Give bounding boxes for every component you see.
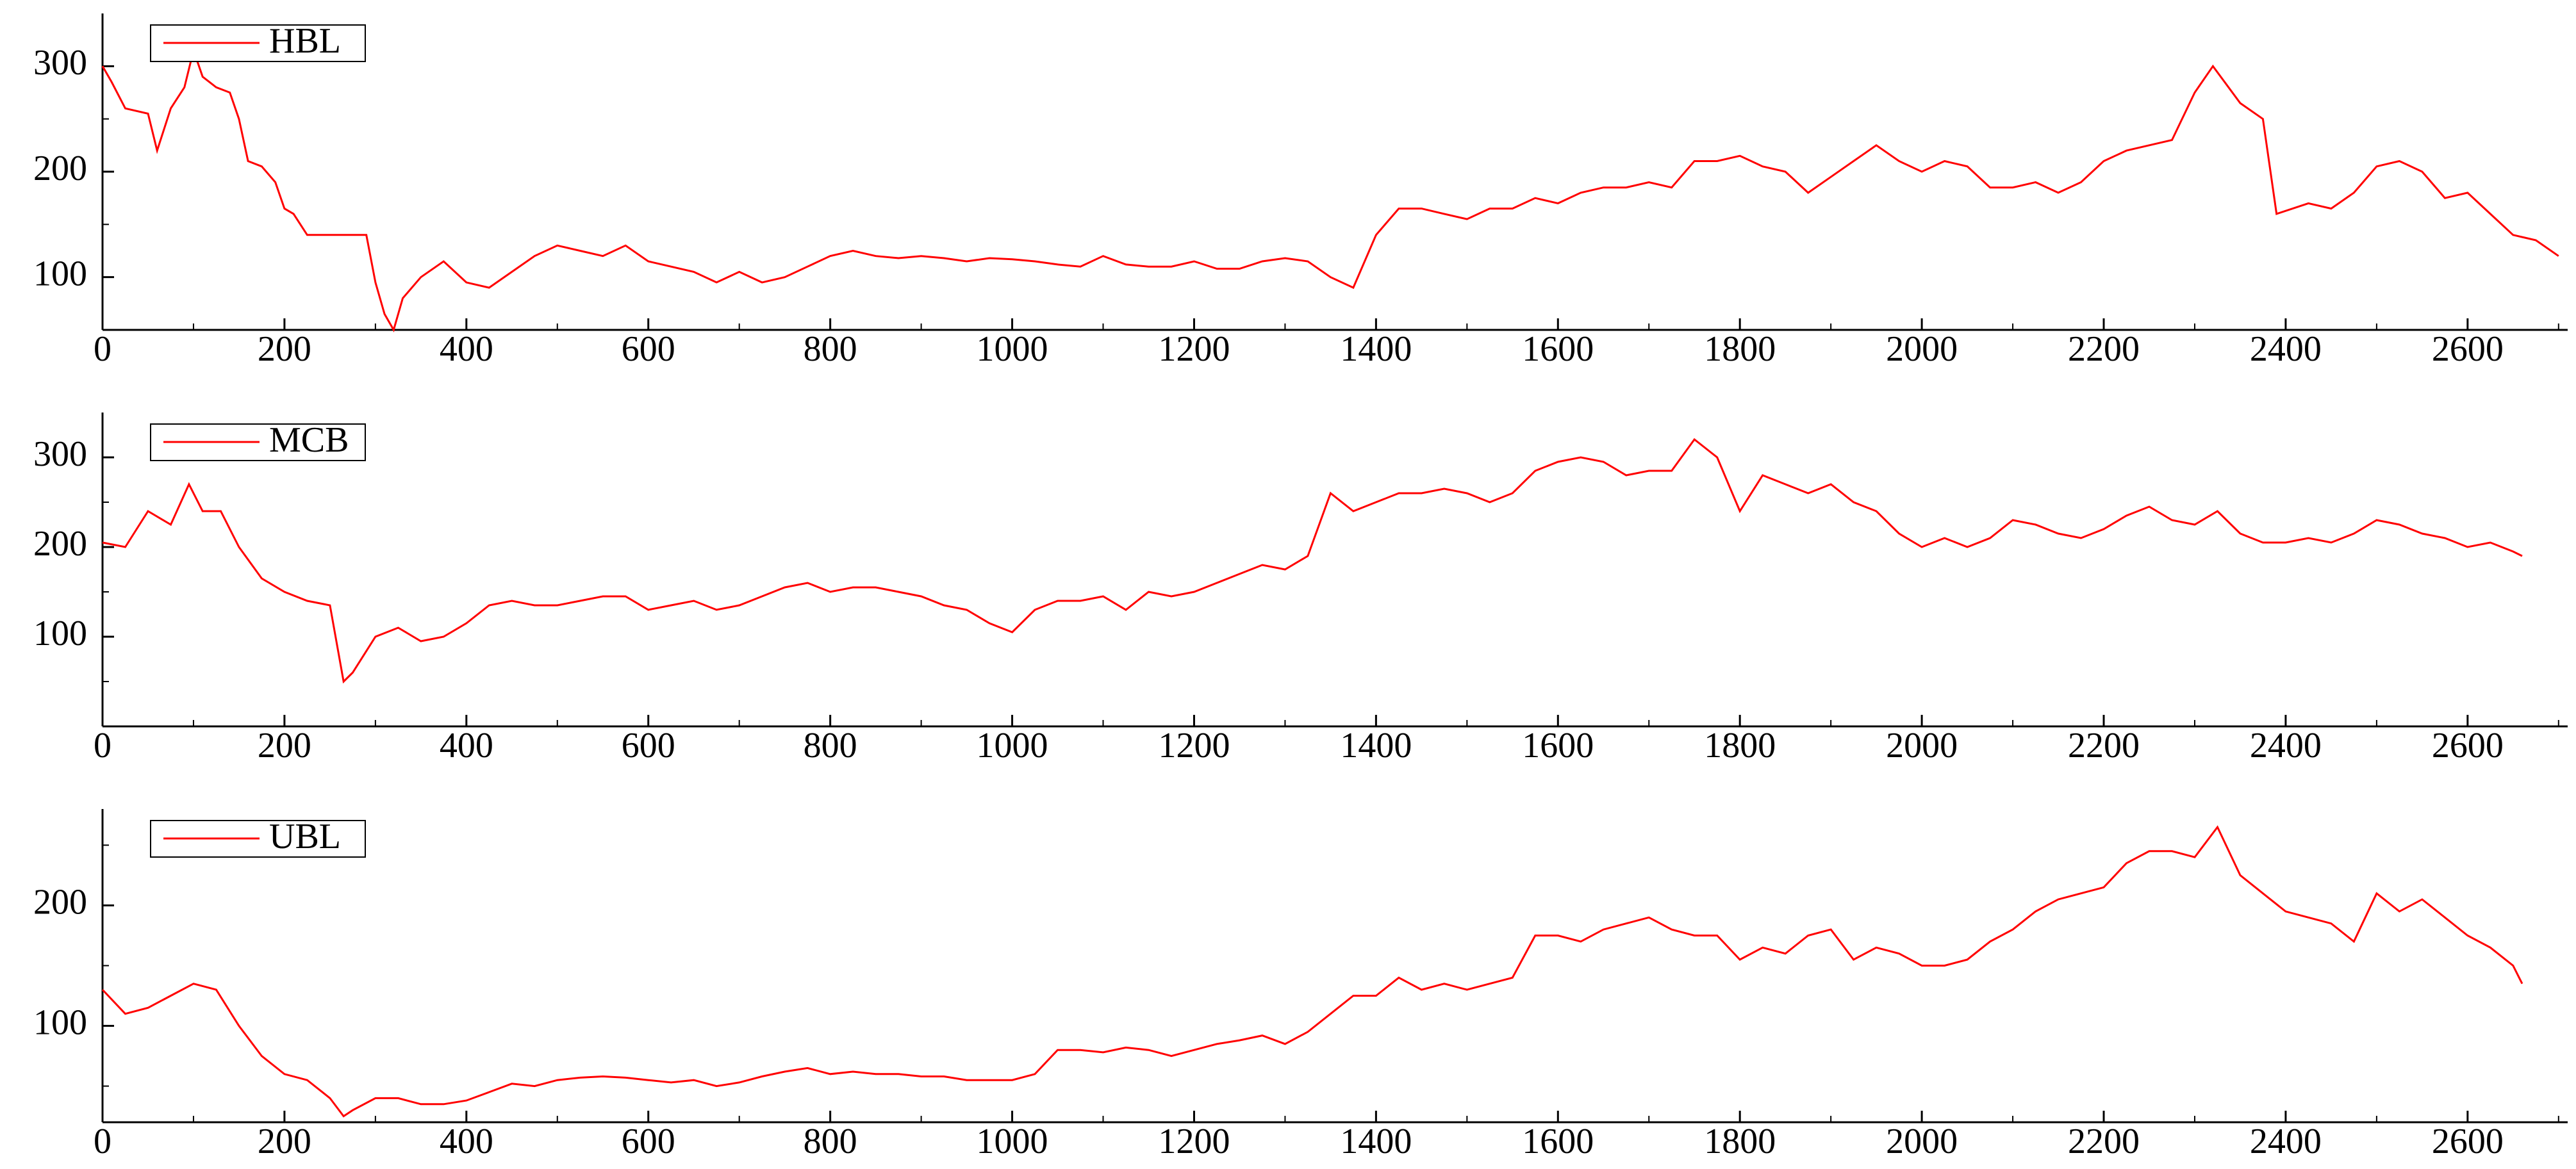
x-tick-label: 2200 bbox=[2068, 726, 2140, 765]
x-tick-label: 1800 bbox=[1704, 1122, 1776, 1161]
x-tick-label: 1800 bbox=[1704, 726, 1776, 765]
x-tick-label: 1600 bbox=[1522, 726, 1594, 765]
x-tick-label: 1000 bbox=[977, 726, 1048, 765]
legend-label: UBL bbox=[269, 817, 341, 856]
y-tick-label: 300 bbox=[33, 434, 87, 474]
x-tick-label: 400 bbox=[440, 726, 493, 765]
y-tick-label: 200 bbox=[33, 524, 87, 564]
x-tick-label: 800 bbox=[804, 726, 857, 765]
x-tick-label: 1600 bbox=[1522, 1122, 1594, 1161]
x-tick-label: 200 bbox=[258, 1122, 311, 1161]
x-tick-label: 2000 bbox=[1886, 1122, 1958, 1161]
x-tick-label: 1200 bbox=[1158, 726, 1230, 765]
x-tick-label: 0 bbox=[94, 329, 111, 369]
legend-label: HBL bbox=[269, 21, 341, 61]
x-tick-label: 200 bbox=[258, 726, 311, 765]
x-tick-label: 2200 bbox=[2068, 1122, 2140, 1161]
x-tick-label: 1000 bbox=[977, 329, 1048, 369]
data-line bbox=[101, 47, 2559, 332]
data-line bbox=[102, 437, 2523, 684]
x-tick-label: 400 bbox=[440, 329, 493, 369]
x-tick-label: 1600 bbox=[1522, 329, 1594, 369]
x-tick-label: 1200 bbox=[1158, 1122, 1230, 1161]
data-line bbox=[101, 825, 2523, 1118]
x-tick-label: 2200 bbox=[2068, 329, 2140, 369]
x-tick-label: 2000 bbox=[1886, 726, 1958, 765]
x-tick-label: 0 bbox=[94, 1122, 111, 1161]
x-tick-label: 800 bbox=[804, 1122, 857, 1161]
x-tick-label: 1800 bbox=[1704, 329, 1776, 369]
x-tick-label: 2600 bbox=[2432, 726, 2504, 765]
x-tick-label: 2400 bbox=[2250, 329, 2322, 369]
x-tick-label: 600 bbox=[622, 329, 675, 369]
y-tick-label: 300 bbox=[33, 43, 87, 83]
legend-label: MCB bbox=[269, 420, 349, 460]
x-tick-label: 1400 bbox=[1340, 329, 1412, 369]
x-tick-label: 1400 bbox=[1340, 726, 1412, 765]
x-tick-label: 600 bbox=[622, 726, 675, 765]
x-tick-label: 1400 bbox=[1340, 1122, 1412, 1161]
x-tick-label: 1000 bbox=[977, 1122, 1048, 1161]
y-tick-label: 200 bbox=[33, 149, 87, 188]
x-tick-label: 2600 bbox=[2432, 1122, 2504, 1161]
x-tick-label: 1200 bbox=[1158, 329, 1230, 369]
x-tick-label: 600 bbox=[622, 1122, 675, 1161]
y-tick-label: 100 bbox=[33, 614, 87, 653]
x-tick-label: 2400 bbox=[2250, 1122, 2322, 1161]
x-tick-label: 400 bbox=[440, 1122, 493, 1161]
y-tick-label: 100 bbox=[33, 1002, 87, 1042]
x-tick-label: 200 bbox=[258, 329, 311, 369]
x-tick-label: 2400 bbox=[2250, 726, 2322, 765]
x-tick-label: 2600 bbox=[2432, 329, 2504, 369]
x-tick-label: 2000 bbox=[1886, 329, 1958, 369]
y-tick-label: 100 bbox=[33, 254, 87, 294]
y-tick-label: 200 bbox=[33, 882, 87, 922]
x-tick-label: 800 bbox=[804, 329, 857, 369]
x-tick-label: 0 bbox=[94, 726, 111, 765]
